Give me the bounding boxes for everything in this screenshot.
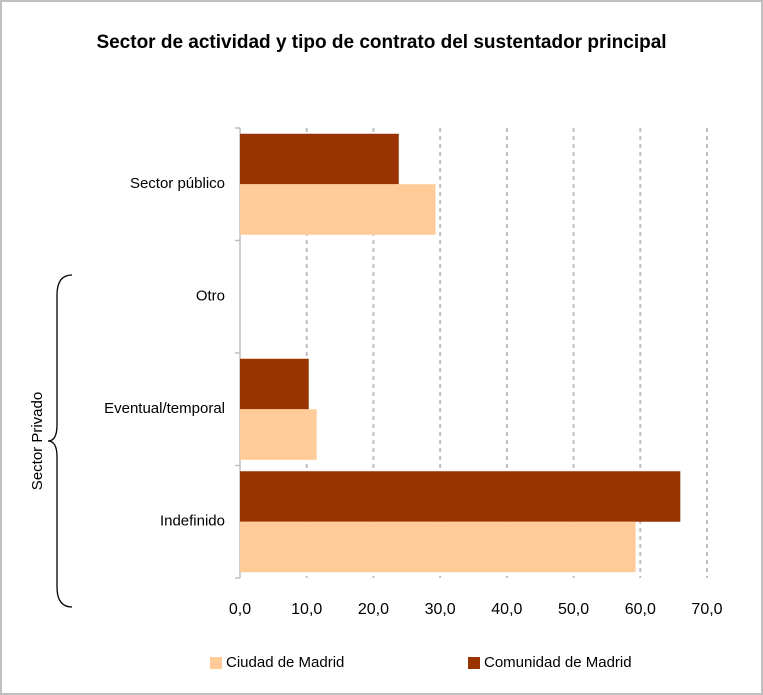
chart-title: Sector de actividad y tipo de contrato d… [96,32,667,53]
legend-swatch [210,657,222,669]
annotation: Sector Privado [29,392,46,490]
bar [240,133,399,185]
x-tick-label: 10,0 [291,601,322,618]
x-tick-label: 70,0 [691,601,722,618]
x-tick-label: 60,0 [625,601,656,618]
x-tick-label: 40,0 [491,601,522,618]
x-tick-label: 50,0 [558,601,589,618]
bar [240,184,436,235]
y-tick-label: Eventual/temporal [104,400,225,417]
y-tick-label: Otro [196,288,225,305]
x-tick-label: 20,0 [358,601,389,618]
bar [240,521,636,573]
y-tick-label: Indefinido [160,513,225,530]
y-tick-label: Sector público [130,175,225,192]
bar [240,358,309,410]
bar [240,471,681,522]
legend-swatch [468,657,480,669]
legend-label: Ciudad de Madrid [226,654,344,671]
x-tick-label: 0,0 [229,601,251,618]
legend-label: Comunidad de Madrid [484,654,632,671]
brace [47,274,73,608]
bar [240,409,317,460]
x-tick-label: 30,0 [425,601,456,618]
